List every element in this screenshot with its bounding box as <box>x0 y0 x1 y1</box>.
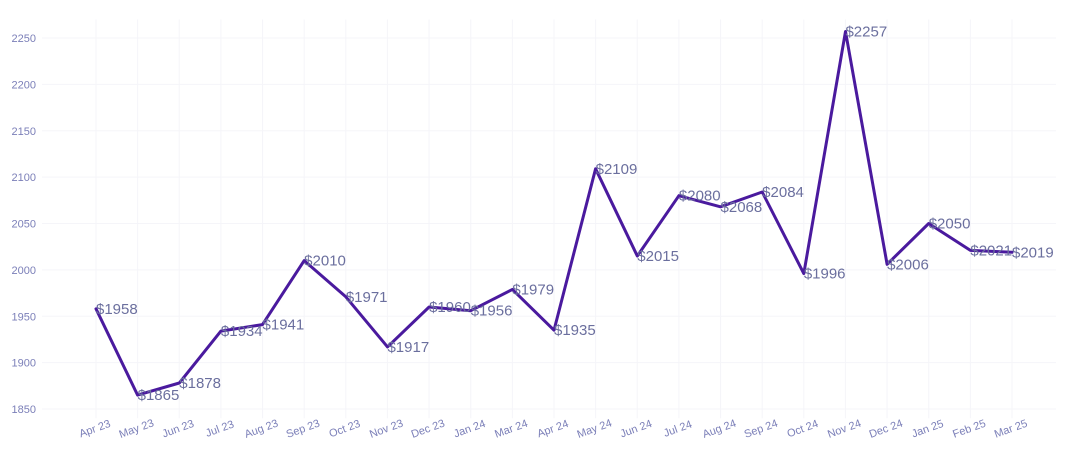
data-label: $1917 <box>387 339 429 356</box>
x-tick-label: Aug 23 <box>243 418 280 441</box>
data-label: $2006 <box>887 256 929 273</box>
y-tick-label: 2150 <box>12 126 36 138</box>
data-label: $1971 <box>346 289 388 306</box>
data-label: $2084 <box>762 184 804 201</box>
y-tick-label: 1850 <box>12 404 36 416</box>
data-label: $2068 <box>721 199 763 216</box>
x-tick-label: Feb 25 <box>951 418 987 441</box>
x-tick-label: Nov 23 <box>368 418 405 441</box>
y-axis-ticks: 1850 1900 1950 2000 2050 2100 2150 2200 2250 <box>12 33 36 416</box>
y-tick-label: 2050 <box>12 219 36 231</box>
y-tick-label: 2200 <box>12 79 36 91</box>
x-tick-label: Apr 24 <box>536 418 571 440</box>
x-tick-label: Aug 24 <box>701 418 738 441</box>
series-lines <box>94 30 1014 397</box>
x-tick-label: Oct 23 <box>328 418 363 440</box>
x-tick-label: Oct 24 <box>786 418 821 440</box>
grid-lines <box>42 19 1056 419</box>
data-label: $1960 <box>429 299 471 316</box>
x-tick-label: Sep 24 <box>743 418 780 441</box>
data-label: $1865 <box>138 387 180 404</box>
x-tick-label: Dec 23 <box>410 418 447 441</box>
x-tick-label: May 24 <box>576 417 614 441</box>
data-label: $1996 <box>804 266 846 283</box>
data-label: $1956 <box>471 303 513 320</box>
x-tick-label: Jul 24 <box>662 419 694 440</box>
y-tick-label: 1950 <box>12 311 36 323</box>
x-axis-ticks: Apr 23 May 23 Jun 23 Jul 23 Aug 23 Sep 23 Oct … <box>78 417 1029 441</box>
data-label: $2021 <box>970 242 1012 259</box>
x-tick-label: Mar 25 <box>993 418 1029 441</box>
data-label: $1941 <box>263 317 305 334</box>
y-tick-label: 1900 <box>12 358 36 370</box>
x-tick-label: Jan 25 <box>910 418 945 441</box>
y-tick-label: 2100 <box>12 172 36 184</box>
data-label: $2019 <box>1012 244 1054 261</box>
x-tick-label: Jan 24 <box>452 418 487 441</box>
x-tick-label: May 23 <box>118 417 156 441</box>
data-labels: $1958 $1865$1878 $1934 $1941 $2010 $1971 $1917… <box>96 24 1054 405</box>
data-label: $1935 <box>554 322 596 339</box>
x-tick-label: Jun 24 <box>619 418 654 441</box>
x-tick-label: Jun 23 <box>161 418 196 441</box>
y-tick-label: 2250 <box>12 33 36 45</box>
data-label: $2257 <box>845 24 887 41</box>
x-tick-label: Mar 24 <box>493 418 529 441</box>
x-tick-label: Apr 23 <box>78 418 113 440</box>
data-label: $2010 <box>304 253 346 270</box>
x-tick-label: Sep 23 <box>285 418 322 441</box>
data-label: $2109 <box>596 161 638 178</box>
data-label: $2080 <box>679 188 721 205</box>
x-tick-label: Dec 24 <box>868 418 905 441</box>
data-label: $2050 <box>929 216 971 233</box>
data-label: $1878 <box>179 375 221 392</box>
x-tick-label: Jul 23 <box>204 419 236 440</box>
data-label: $1979 <box>512 281 554 298</box>
series-line <box>94 30 1014 397</box>
y-tick-label: 2000 <box>12 265 36 277</box>
data-label: $2015 <box>637 248 679 265</box>
data-label: $1934 <box>221 323 263 340</box>
data-label: $1958 <box>96 301 138 318</box>
x-tick-label: Nov 24 <box>826 418 863 441</box>
